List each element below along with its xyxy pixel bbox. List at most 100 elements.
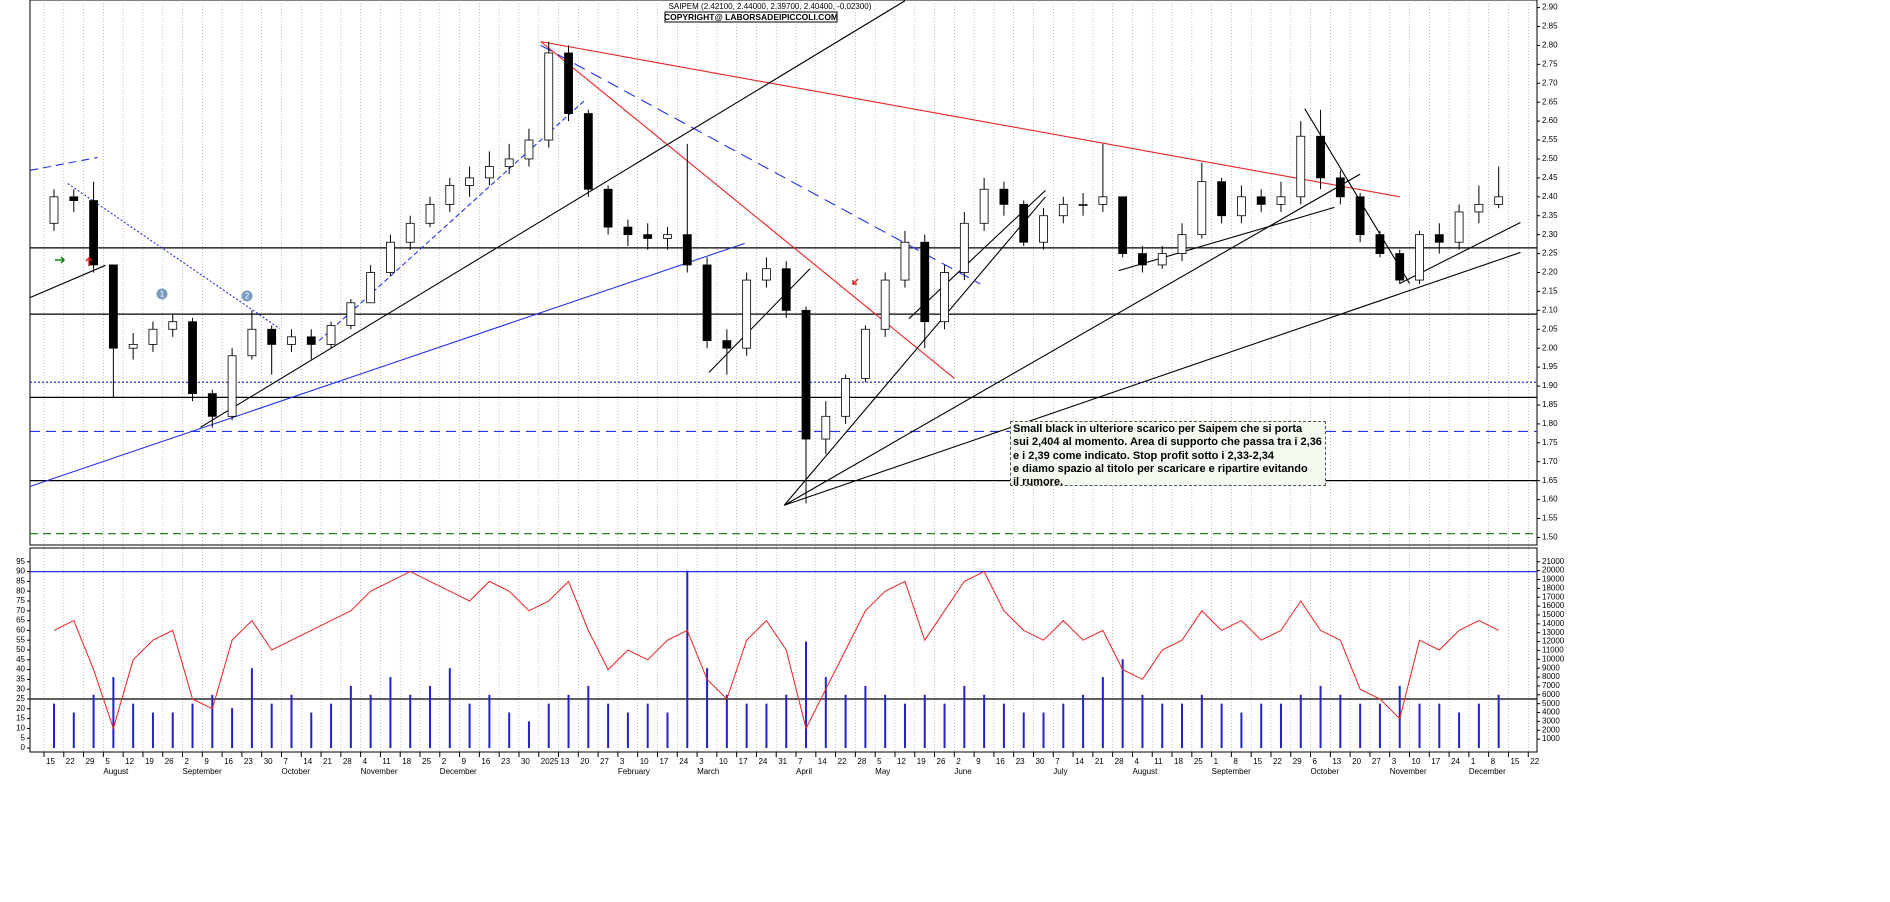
month-label: August: [103, 767, 129, 776]
y-tick-label: 60: [16, 626, 25, 635]
arrow: [85, 256, 93, 266]
y2-tick-label: 14000: [1542, 619, 1565, 628]
x-tick-label: 29: [86, 757, 95, 766]
x-tick-label: 9: [462, 757, 467, 766]
month-label: December: [1469, 767, 1506, 776]
arrow: [55, 256, 66, 264]
volume-bar: [72, 712, 75, 748]
y2-tick-label: 7000: [1542, 681, 1560, 690]
volume-bar: [686, 570, 689, 748]
volume-bar: [963, 685, 966, 748]
y-tick-label: 2.65: [1542, 97, 1558, 106]
lower-panel: [29, 547, 1538, 753]
volume-bar: [1141, 694, 1144, 748]
x-tick-label: 9: [204, 757, 209, 766]
volume-bar: [1438, 703, 1441, 748]
y-tick-label: 30: [16, 684, 25, 693]
x-tick-label: 7: [283, 757, 288, 766]
candle-body: [623, 226, 633, 236]
volume-bar: [1002, 703, 1005, 748]
copyright: COPYRIGHT@ LABORSADEIPICCOLI.COM: [664, 12, 838, 22]
candle-body: [366, 272, 376, 304]
volume-bar: [943, 703, 946, 748]
volume-bar: [1319, 685, 1322, 748]
trend-line: [67, 183, 280, 329]
candle-body: [108, 264, 118, 349]
x-tick-label: 20: [1352, 757, 1361, 766]
candle-body: [1454, 211, 1464, 243]
y-tick-label: 1.85: [1542, 400, 1558, 409]
volume-bar: [666, 712, 669, 748]
volume-bar: [1101, 677, 1104, 748]
y-tick-label: 2.05: [1542, 324, 1558, 333]
x-tick-label: 16: [224, 757, 233, 766]
y-tick-label: 70: [16, 606, 25, 615]
trend-line: [30, 156, 98, 171]
volume-bar: [488, 694, 491, 748]
volume-bar: [1062, 703, 1065, 748]
volume-bar: [1161, 703, 1164, 748]
x-tick-label: 6: [1313, 757, 1318, 766]
x-tick-label: 14: [818, 757, 827, 766]
candle-body: [1355, 196, 1365, 236]
x-tick-label: 3: [1392, 757, 1397, 766]
x-tick-label: 19: [145, 757, 154, 766]
volume-bar: [1240, 712, 1243, 748]
x-tick-label: 23: [1016, 757, 1025, 766]
month-label: July: [1053, 767, 1067, 776]
volume-bar: [191, 703, 194, 748]
candle-body: [1335, 177, 1345, 198]
volume-bar: [1299, 694, 1302, 748]
y-tick-label: 85: [16, 577, 25, 586]
candle-body: [1098, 196, 1108, 205]
x-tick-label: 28: [1115, 757, 1124, 766]
candle-body: [880, 279, 890, 330]
y-tick-label: 2.90: [1542, 3, 1558, 12]
x-tick-label: 24: [758, 757, 767, 766]
x-tick-label: 26: [165, 757, 174, 766]
y-tick-label: 2.00: [1542, 343, 1558, 352]
volume-bar: [626, 712, 629, 748]
x-tick-label: 24: [679, 757, 688, 766]
candle-body: [603, 188, 613, 228]
candle-body: [801, 309, 811, 440]
x-tick-label: 27: [1372, 757, 1381, 766]
y2-tick-label: 11000: [1542, 646, 1564, 655]
x-tick-label: 18: [402, 757, 411, 766]
x-tick-label: 17: [739, 757, 748, 766]
candle-body: [386, 241, 395, 273]
y2-tick-label: 20000: [1542, 566, 1565, 575]
volume-bar: [1200, 694, 1203, 748]
volume-bar: [151, 712, 154, 748]
volume-bar: [706, 668, 709, 748]
axes: 1.50 1.55 1.60 1.65 1.70 1.75 1.80 1.85 1.90 1.95…: [16, 3, 1565, 776]
volume-bar: [250, 668, 253, 748]
y-tick-label: 1.65: [1542, 476, 1558, 485]
candle-body: [1197, 181, 1207, 236]
x-tick-label: 15: [46, 757, 55, 766]
candle-body: [405, 222, 415, 243]
month-label: October: [1311, 767, 1340, 776]
y2-tick-label: 2000: [1542, 725, 1560, 734]
candle-body: [920, 241, 930, 323]
x-tick-label: 16: [481, 757, 490, 766]
x-tick-label: 24: [1451, 757, 1460, 766]
x-tick-label: 23: [244, 757, 253, 766]
candle-body: [940, 272, 949, 323]
volume-bar: [508, 712, 511, 748]
x-tick-label: 22: [1530, 757, 1539, 766]
volume-bar: [607, 703, 610, 748]
volume-bar: [1339, 694, 1342, 748]
x-tick-label: 4: [1134, 757, 1139, 766]
candle-body: [465, 177, 474, 186]
x-tick-label: 30: [1036, 757, 1045, 766]
candle-body: [564, 52, 573, 114]
y-tick-label: 80: [16, 586, 25, 595]
volume-bar: [824, 677, 827, 748]
candle-body: [1177, 234, 1187, 254]
chart-title: SAIPEM (2.42100, 2.44000, 2.39700, 2.404…: [669, 2, 872, 11]
marker-circle: [241, 290, 253, 302]
volume-bar: [1042, 712, 1045, 748]
volume-bar: [745, 703, 748, 748]
